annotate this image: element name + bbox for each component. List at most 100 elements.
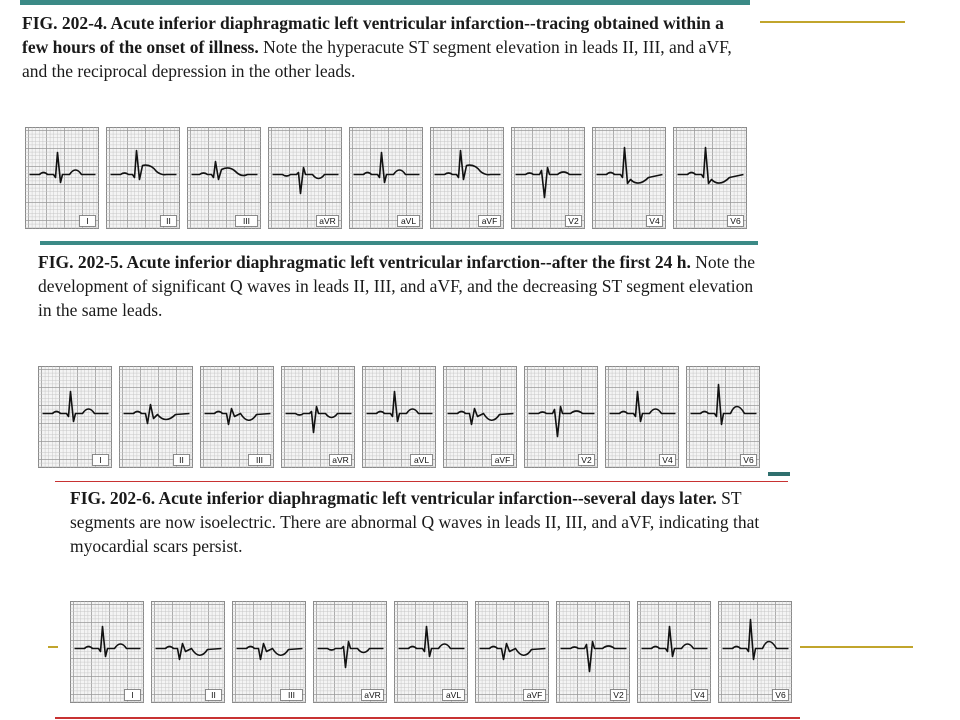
ecg-panel-v6: V6 (673, 127, 747, 229)
lead-label-v2: V2 (568, 216, 579, 226)
ecg-trace-i (42, 390, 109, 423)
ecg-strip-fig-202-5: I II III aVR aVL aVF V2 V4 V6 (38, 366, 763, 469)
ecg-panel-avr: aVR (268, 127, 342, 229)
lead-label-iii: III (288, 690, 295, 700)
ecg-trace-i (29, 151, 96, 184)
fig6-red-rule (55, 481, 788, 482)
lead-label-i: I (86, 216, 88, 226)
ecg-panel-avf: aVF (430, 127, 504, 229)
fig-202-4-caption: FIG. 202-4. Acute inferior diaphragmatic… (22, 11, 742, 83)
lead-label-avl: aVL (446, 690, 461, 700)
ecg-trace-avr (317, 640, 384, 669)
ecg-trace-v6 (677, 146, 744, 185)
ecg-trace-iii (204, 407, 271, 426)
ecg-panel-iii: III (200, 366, 274, 468)
fig-202-6-caption: FIG. 202-6. Acute inferior diaphragmatic… (70, 486, 800, 558)
ecg-panel-ii: II (151, 601, 225, 703)
fig-202-5-title: FIG. 202-5. Acute inferior diaphragmatic… (38, 252, 691, 272)
lead-label-avl: aVL (414, 455, 429, 465)
ecg-panel-v4: V4 (592, 127, 666, 229)
lead-label-i: I (131, 690, 133, 700)
ecg-trace-avl (366, 390, 433, 423)
lead-label-avr: aVR (319, 216, 336, 226)
ecg-trace-avl (398, 625, 465, 658)
fig-202-4-text: Note the hyperacute ST segment elevation… (22, 37, 732, 81)
lead-label-v4: V4 (662, 455, 673, 465)
fig-202-5-caption: FIG. 202-5. Acute inferior diaphragmatic… (38, 250, 758, 322)
ecg-panel-avl: aVL (394, 601, 468, 703)
ecg-trace-v2 (528, 405, 595, 438)
bottom-red-rule (55, 717, 800, 719)
fig-202-6-text: ST segments are now isoelectric. There a… (70, 488, 760, 556)
fig-202-4-title: FIG. 202-4. Acute inferior diaphragmatic… (22, 13, 724, 57)
ecg-panels-svg: I II III aVR aVL aVF V2 V4 V6 (38, 366, 760, 468)
ecg-panel-v6: V6 (686, 366, 760, 468)
lead-label-avf: aVF (482, 216, 498, 226)
ecg-panel-ii: II (106, 127, 180, 229)
ecg-trace-v4 (609, 390, 676, 423)
lead-label-ii: II (166, 216, 171, 226)
lead-label-iii: III (243, 216, 250, 226)
top-right-olive-rule (760, 21, 905, 23)
ecg-panel-avf: aVF (443, 366, 517, 468)
ecg-trace-avf (479, 642, 546, 661)
ecg-trace-ii (155, 642, 222, 661)
ecg-trace-v6 (722, 618, 789, 661)
lead-label-iii: III (256, 455, 263, 465)
ecg-panel-iii: III (232, 601, 306, 703)
bottom-right-olive-rule (800, 646, 913, 648)
lead-label-avf: aVF (527, 690, 543, 700)
ecg-panel-i: I (38, 366, 112, 468)
ecg-trace-avr (285, 405, 352, 434)
fig-202-6-title: FIG. 202-6. Acute inferior diaphragmatic… (70, 488, 717, 508)
lead-label-v2: V2 (581, 455, 592, 465)
ecg-panel-v2: V2 (524, 366, 598, 468)
lead-label-v2: V2 (613, 690, 624, 700)
lead-label-v6: V6 (775, 690, 786, 700)
lead-label-i: I (99, 455, 101, 465)
ecg-trace-v2 (515, 166, 582, 199)
ecg-panel-i: I (70, 601, 144, 703)
ecg-trace-avr (272, 166, 339, 195)
ecg-panel-iii: III (187, 127, 261, 229)
ecg-panel-avr: aVR (313, 601, 387, 703)
ecg-trace-avl (353, 151, 420, 184)
ecg-panel-v2: V2 (511, 127, 585, 229)
lead-label-avl: aVL (401, 216, 416, 226)
fig5-teal-rule (40, 241, 758, 245)
lead-label-v4: V4 (694, 690, 705, 700)
lead-label-ii: II (179, 455, 184, 465)
lead-label-v6: V6 (730, 216, 741, 226)
lead-label-v4: V4 (649, 216, 660, 226)
ecg-panel-v2: V2 (556, 601, 630, 703)
ecg-trace-ii (110, 149, 177, 181)
ecg-panel-avr: aVR (281, 366, 355, 468)
ecg-trace-v6 (690, 383, 757, 426)
ecg-trace-avf (434, 149, 501, 181)
ecg-panel-v4: V4 (605, 366, 679, 468)
lead-label-v6: V6 (743, 455, 754, 465)
ecg-panel-v4: V4 (637, 601, 711, 703)
top-teal-rule (20, 0, 750, 5)
ecg-trace-i (74, 625, 141, 658)
ecg-strip-fig-202-4: I II III aVR aVL aVF V2 V4 V6 (25, 127, 755, 230)
ecg-trace-v4 (641, 625, 708, 658)
ecg-trace-v2 (560, 640, 627, 673)
lead-label-avf: aVF (495, 455, 511, 465)
fig-202-5-text: Note the development of significant Q wa… (38, 252, 756, 320)
ecg-panel-avl: aVL (362, 366, 436, 468)
fig6-teal-rule (768, 472, 790, 476)
lead-label-ii: II (211, 690, 216, 700)
ecg-trace-ii (123, 403, 190, 425)
ecg-trace-v4 (596, 146, 663, 185)
ecg-panel-ii: II (119, 366, 193, 468)
ecg-panel-i: I (25, 127, 99, 229)
lead-label-avr: aVR (332, 455, 349, 465)
ecg-panels-svg: I II III aVR aVL aVF V2 V4 V6 (25, 127, 747, 229)
ecg-trace-avf (447, 407, 514, 426)
bottom-left-olive-rule (48, 646, 58, 648)
ecg-trace-iii (236, 642, 303, 661)
ecg-trace-iii (191, 160, 258, 181)
lead-label-avr: aVR (364, 690, 381, 700)
ecg-panel-avl: aVL (349, 127, 423, 229)
